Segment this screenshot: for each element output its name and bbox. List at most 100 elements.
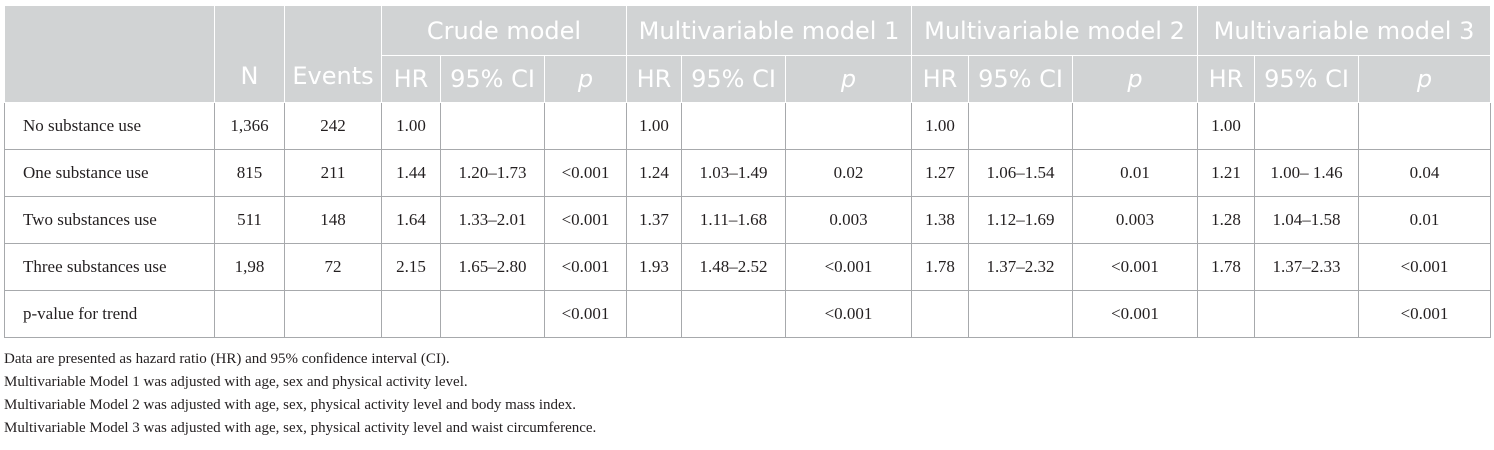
cell-ci: 1.03–1.49 [681,149,786,197]
cell-hr: 2.15 [381,243,441,291]
cell-ci [968,290,1073,338]
cell-events: 242 [284,102,382,150]
cell-n [214,290,285,338]
cell-p: <0.001 [544,149,627,197]
cell-hr: 1.37 [626,196,682,244]
cell-hr [626,290,682,338]
cell-p: <0.001 [1072,243,1198,291]
header-model-2: Multivariable model 2 [911,5,1198,56]
cell-hr: 1.00 [626,102,682,150]
footnote: Multivariable Model 2 was adjusted with … [4,397,576,413]
header-model-1: Multivariable model 1 [626,5,912,56]
footnote: Multivariable Model 1 was adjusted with … [4,374,468,390]
header-crude-model: Crude model [381,5,627,56]
cell-ci [968,102,1073,150]
header-events: Events [284,5,382,103]
cell-n: 511 [214,196,285,244]
header-model-3: Multivariable model 3 [1197,5,1491,56]
cell-p: <0.001 [785,290,912,338]
row-label: No substance use [4,102,215,150]
header-hr: HR [626,55,682,103]
cell-ci: 1.33–2.01 [440,196,545,244]
cell-hr: 1.21 [1197,149,1255,197]
cell-hr: 1.27 [911,149,969,197]
cell-ci: 1.11–1.68 [681,196,786,244]
cell-p: 0.01 [1358,196,1491,244]
cell-hr [911,290,969,338]
header-blank [4,5,215,103]
cell-p: <0.001 [544,290,627,338]
cell-hr [381,290,441,338]
cell-ci: 1.06–1.54 [968,149,1073,197]
cell-n: 1,98 [214,243,285,291]
table-row: Two substances use 511 148 1.64 1.33–2.0… [4,196,1491,244]
cell-ci [681,290,786,338]
header-p: p [1072,55,1198,103]
cell-ci: 1.65–2.80 [440,243,545,291]
cell-hr: 1.38 [911,196,969,244]
hazard-ratio-table: N Events Crude model Multivariable model… [4,5,1491,338]
cell-hr: 1.78 [911,243,969,291]
cell-hr: 1.00 [381,102,441,150]
cell-events: 211 [284,149,382,197]
cell-hr: 1.00 [1197,102,1255,150]
row-label: Two substances use [4,196,215,244]
row-label: Three substances use [4,243,215,291]
header-p: p [544,55,627,103]
cell-p: <0.001 [1358,243,1491,291]
group-header-row: N Events Crude model Multivariable model… [4,5,1491,103]
table-container: N Events Crude model Multivariable model… [4,5,1491,440]
cell-hr: 1.64 [381,196,441,244]
sub-header-row: HR 95% CI p HR 95% CI p HR 95% CI p HR 9… [5,55,1491,103]
cell-events [284,290,382,338]
header-hr: HR [911,55,969,103]
cell-p: <0.001 [785,243,912,291]
cell-ci [1254,102,1359,150]
cell-ci [681,102,786,150]
cell-ci [440,102,545,150]
cell-p [785,102,912,150]
header-ci: 95% CI [968,55,1073,103]
cell-events: 72 [284,243,382,291]
cell-p: <0.001 [1358,290,1491,338]
cell-hr: 1.28 [1197,196,1255,244]
cell-ci: 1.12–1.69 [968,196,1073,244]
cell-ci: 1.04–1.58 [1254,196,1359,244]
cell-p: 0.003 [1072,196,1198,244]
table-row: p-value for trend <0.001 <0.001 <0.001 <… [4,290,1491,338]
cell-n: 815 [214,149,285,197]
header-p: p [1358,55,1491,103]
cell-p: <0.001 [544,196,627,244]
cell-ci: 1.00– 1.46 [1254,149,1359,197]
cell-p [1358,102,1491,150]
cell-hr: 1.44 [381,149,441,197]
cell-p: <0.001 [544,243,627,291]
cell-hr [1197,290,1255,338]
table-footnotes: Data are presented as hazard ratio (HR) … [4,348,1490,440]
table-row: Three substances use 1,98 72 2.15 1.65–2… [4,243,1491,291]
cell-n: 1,366 [214,102,285,150]
header-n: N [214,5,285,103]
cell-p [544,102,627,150]
cell-p: 0.04 [1358,149,1491,197]
cell-ci: 1.37–2.32 [968,243,1073,291]
cell-ci: 1.37–2.33 [1254,243,1359,291]
header-hr: HR [1197,55,1255,103]
header-ci: 95% CI [681,55,786,103]
cell-p: 0.02 [785,149,912,197]
table-row: One substance use 815 211 1.44 1.20–1.73… [4,149,1491,197]
row-label: p-value for trend [4,290,215,338]
header-p: p [785,55,912,103]
cell-p: 0.01 [1072,149,1198,197]
cell-hr: 1.93 [626,243,682,291]
cell-hr: 1.78 [1197,243,1255,291]
header-hr: HR [381,55,441,103]
cell-hr: 1.24 [626,149,682,197]
cell-events: 148 [284,196,382,244]
row-label: One substance use [4,149,215,197]
footnote: Data are presented as hazard ratio (HR) … [4,351,450,367]
header-ci: 95% CI [440,55,545,103]
cell-p [1072,102,1198,150]
table-row: No substance use 1,366 242 1.00 1.00 1.0… [4,102,1491,150]
cell-hr: 1.00 [911,102,969,150]
